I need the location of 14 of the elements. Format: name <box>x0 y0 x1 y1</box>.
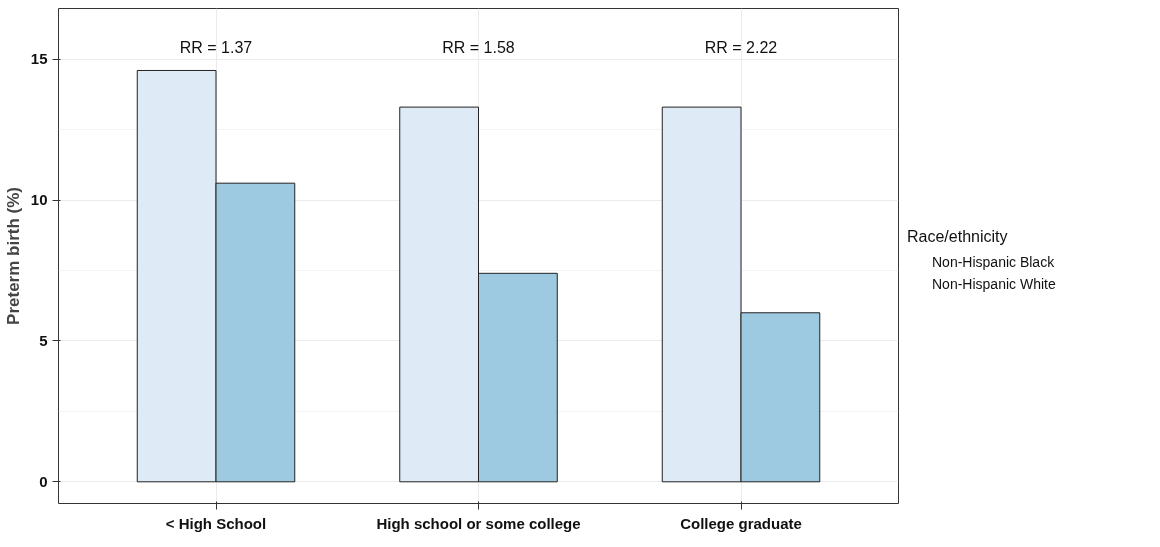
y-axis-title: Preterm birth (%) <box>3 187 23 325</box>
x-tick-label: High school or some college <box>376 514 581 532</box>
y-tick-label: 15 <box>30 50 48 68</box>
y-tick-label: 0 <box>39 472 48 490</box>
text: Non-Hispanic Black <box>932 253 1055 270</box>
annotation: RR = 1.58 <box>442 38 515 56</box>
legend-title: Race/ethnicity <box>907 227 1009 246</box>
annotation: RR = 2.22 <box>704 38 778 56</box>
annotation: RR = 1.37 <box>179 38 253 56</box>
text: Non-Hispanic White <box>932 275 1056 292</box>
x-tick-label: College graduate <box>680 514 802 532</box>
y-tick-label: 5 <box>39 331 48 349</box>
y-tick-label: 10 <box>30 191 48 209</box>
x-tick-label: < High School <box>165 514 267 532</box>
